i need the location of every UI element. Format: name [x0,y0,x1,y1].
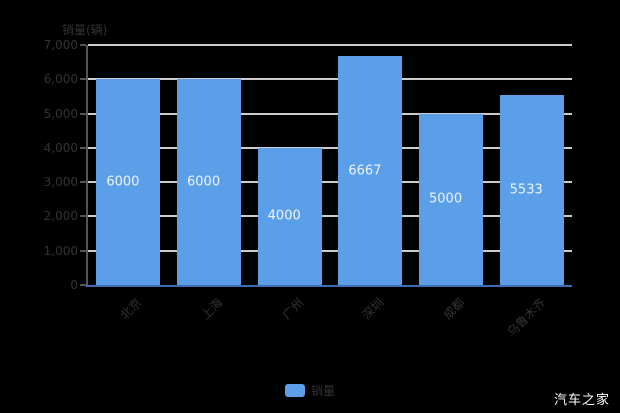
x-axis-line [86,285,572,287]
gridline [88,181,572,184]
x-axis-label: 广州 [279,295,306,323]
watermark-autohome: 汽车之家 [553,393,610,408]
y-axis-title: 销量(辆) [62,23,108,37]
bar-广州 [257,147,322,285]
x-axis-label: 北京 [117,295,145,323]
gridline [88,215,572,218]
y-tick-label: 5,000 [43,106,78,121]
y-axis-tick [80,249,86,252]
bar-value-label: 5533 [509,182,543,198]
y-tick-label: 7,000 [43,38,78,52]
x-axis-label: 成都 [440,295,468,323]
bar-北京 [96,79,161,285]
gridline [88,146,572,149]
y-tick-label: 3,000 [43,175,78,190]
y-tick-label: 0 [70,278,78,292]
legend-swatch-icon [284,384,305,397]
bar-value-label: 6000 [187,174,221,190]
y-axis-tick [80,44,86,46]
bar-深圳 [338,56,403,285]
y-tick-label: 1,000 [43,243,78,258]
y-axis-tick [80,181,86,184]
y-axis-line [86,45,88,287]
legend-label: 销量 [310,384,336,398]
x-axis-label: 上海 [198,295,226,323]
legend[interactable]: 销量 [284,382,336,399]
y-tick-label: 2,000 [43,209,78,224]
bar-上海 [177,79,241,285]
gridline [88,249,572,252]
bar-value-label: 6667 [348,163,382,179]
bar-value-label: 4000 [267,208,301,224]
y-axis-tick [80,284,86,286]
x-axis-label: 乌鲁木齐 [504,295,548,340]
gridline [88,78,572,81]
y-axis-tick [80,78,86,81]
bar-value-label: 6000 [106,174,140,190]
y-axis-tick [80,215,86,218]
gridline [88,44,572,46]
gridline [88,112,572,115]
y-axis-tick [80,146,86,149]
y-tick-label: 6,000 [43,72,78,87]
x-axis-label: 深圳 [359,295,387,323]
y-tick-label: 4,000 [43,140,78,155]
bar-value-label: 5000 [429,191,463,207]
y-axis-tick [80,112,86,115]
bar-成都 [419,113,483,285]
bar-乌鲁木齐 [499,95,564,285]
